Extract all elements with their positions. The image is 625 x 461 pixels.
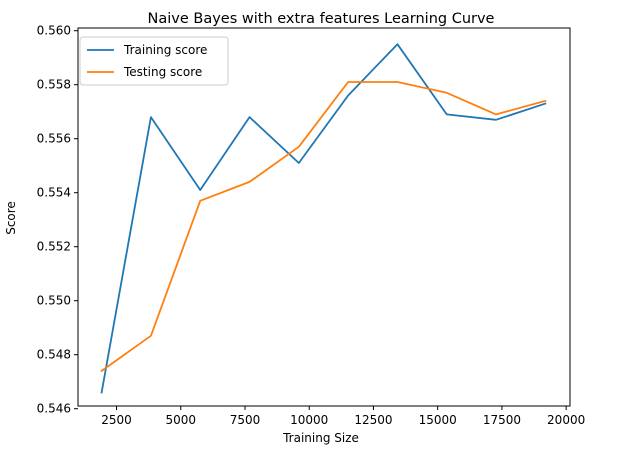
y-tick-label: 0.558 — [37, 78, 71, 92]
x-tick-label: 7500 — [230, 413, 261, 427]
x-axis-label: Training Size — [282, 431, 359, 445]
y-tick-label: 0.556 — [37, 132, 71, 146]
legend-training-label: Training score — [123, 43, 207, 57]
legend: Training score Testing score — [79, 36, 229, 86]
x-tick-label: 15000 — [419, 413, 457, 427]
y-axis-label: Score — [4, 201, 18, 235]
x-tick-label: 12500 — [354, 413, 392, 427]
testing-score-line — [100, 81, 547, 373]
x-tick-label: 17500 — [483, 413, 521, 427]
x-tick-label: 10000 — [290, 413, 328, 427]
plot-area — [78, 28, 570, 406]
y-tick-label: 0.550 — [37, 294, 71, 308]
y-tick-label: 0.546 — [37, 402, 71, 416]
plot-frame — [77, 27, 571, 407]
y-axis-ticks: 0.546 0.548 0.550 0.552 0.554 0.556 0.558 0.560 — [37, 24, 78, 416]
y-tick-label: 0.548 — [37, 348, 71, 362]
plot-background — [78, 28, 570, 406]
x-tick-label: 2500 — [101, 413, 132, 427]
y-tick-label: 0.552 — [37, 240, 71, 254]
x-tick-label: 20000 — [547, 413, 585, 427]
y-tick-label: 0.560 — [37, 24, 71, 38]
series-layer — [100, 43, 547, 394]
y-tick-label: 0.554 — [37, 186, 71, 200]
x-axis-ticks: 2500 5000 7500 10000 12500 15000 17500 20000 — [101, 406, 585, 427]
x-tick-label: 5000 — [165, 413, 196, 427]
legend-testing-label: Testing score — [123, 65, 202, 79]
chart-title: Naive Bayes with extra features Learning… — [148, 11, 495, 27]
training-score-line — [100, 43, 547, 394]
legend-box — [79, 36, 229, 86]
